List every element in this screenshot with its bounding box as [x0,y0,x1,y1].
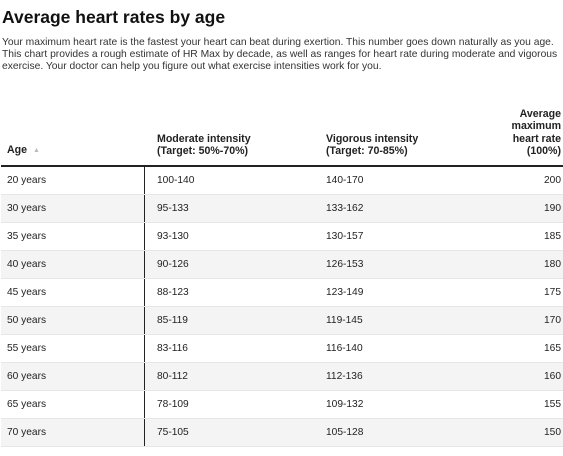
cell-moderate: 95-133 [157,203,189,214]
page-title: Average heart rates by age [2,7,226,27]
column-header-moderate-line: Moderate intensity [157,132,251,145]
cell-max: 165 [544,343,561,354]
cell-max: 150 [544,427,561,438]
column-header-age[interactable]: Age ▲ [7,144,40,158]
cell-age: 35 years [1,223,145,250]
cell-vigorous: 116-140 [326,343,363,354]
column-header-max-line: Average [519,107,561,120]
cell-moderate: 85-119 [157,315,188,326]
column-header-vigorous-line: Vigorous intensity [326,132,419,145]
cell-max: 175 [544,287,561,298]
sort-ascending-icon[interactable]: ▲ [33,147,40,155]
table-row: 40 years 90-126 126-153 180 [1,251,563,279]
cell-max: 170 [544,315,561,326]
column-header-age-label: Age [7,144,28,157]
cell-max: 190 [544,203,561,214]
cell-vigorous: 119-145 [326,315,363,326]
cell-age: 45 years [1,279,145,306]
cell-vigorous: 133-162 [326,203,364,214]
cell-age: 70 years [1,419,145,446]
column-header-max-line: maximum [511,120,561,133]
cell-max: 180 [544,259,561,270]
cell-vigorous: 123-149 [326,287,364,298]
cell-vigorous: 112-136 [326,371,363,382]
cell-moderate: 75-105 [157,427,189,438]
column-header-max: Average maximum heart rate (100%) [512,108,561,158]
column-header-vigorous-line: (Target: 70-85%) [326,145,408,158]
cell-moderate: 83-116 [157,343,188,354]
cell-moderate: 78-109 [157,399,189,410]
table-row: 70 years 75-105 105-128 150 [1,419,563,447]
table-row: 65 years 78-109 109-132 155 [1,391,563,419]
cell-max: 155 [544,399,561,410]
cell-moderate: 93-130 [157,231,189,242]
cell-max: 185 [544,231,561,242]
table-row: 20 years 100-140 140-170 200 [1,167,563,195]
cell-moderate: 88-123 [157,287,189,298]
table-row: 60 years 80-112 112-136 160 [1,363,563,391]
cell-age: 30 years [1,195,145,222]
cell-vigorous: 126-153 [326,259,364,270]
column-header-max-line: heart rate [512,132,561,145]
table-row: 35 years 93-130 130-157 185 [1,223,563,251]
cell-moderate: 80-112 [157,371,188,382]
table-header: Age ▲ Moderate intensity (Target: 50%-70%… [1,98,563,167]
heart-rate-table: Age ▲ Moderate intensity (Target: 50%-70%… [1,98,563,447]
cell-age: 65 years [1,391,145,418]
cell-vigorous: 105-128 [326,427,364,438]
table-row: 45 years 88-123 123-149 175 [1,279,563,307]
table-row: 30 years 95-133 133-162 190 [1,195,563,223]
cell-age: 50 years [1,307,145,334]
column-header-moderate-line: (Target: 50%-70%) [157,145,249,158]
cell-age: 55 years [1,335,145,362]
cell-age: 40 years [1,251,145,278]
column-header-moderate: Moderate intensity (Target: 50%-70%) [157,133,251,158]
cell-max: 200 [544,175,561,186]
cell-vigorous: 140-170 [326,175,364,186]
cell-vigorous: 130-157 [326,231,364,242]
column-header-vigorous: Vigorous intensity (Target: 70-85%) [326,133,418,158]
cell-moderate: 100-140 [157,175,195,186]
table-row: 50 years 85-119 119-145 170 [1,307,563,335]
table-row: 55 years 83-116 116-140 165 [1,335,563,363]
cell-max: 160 [544,371,561,382]
cell-vigorous: 109-132 [326,399,364,410]
cell-moderate: 90-126 [157,259,189,270]
cell-age: 20 years [1,167,145,194]
column-header-max-line: (100%) [526,145,561,158]
cell-age: 60 years [1,363,145,390]
intro-paragraph: Your maximum heart rate is the fastest y… [2,37,558,72]
